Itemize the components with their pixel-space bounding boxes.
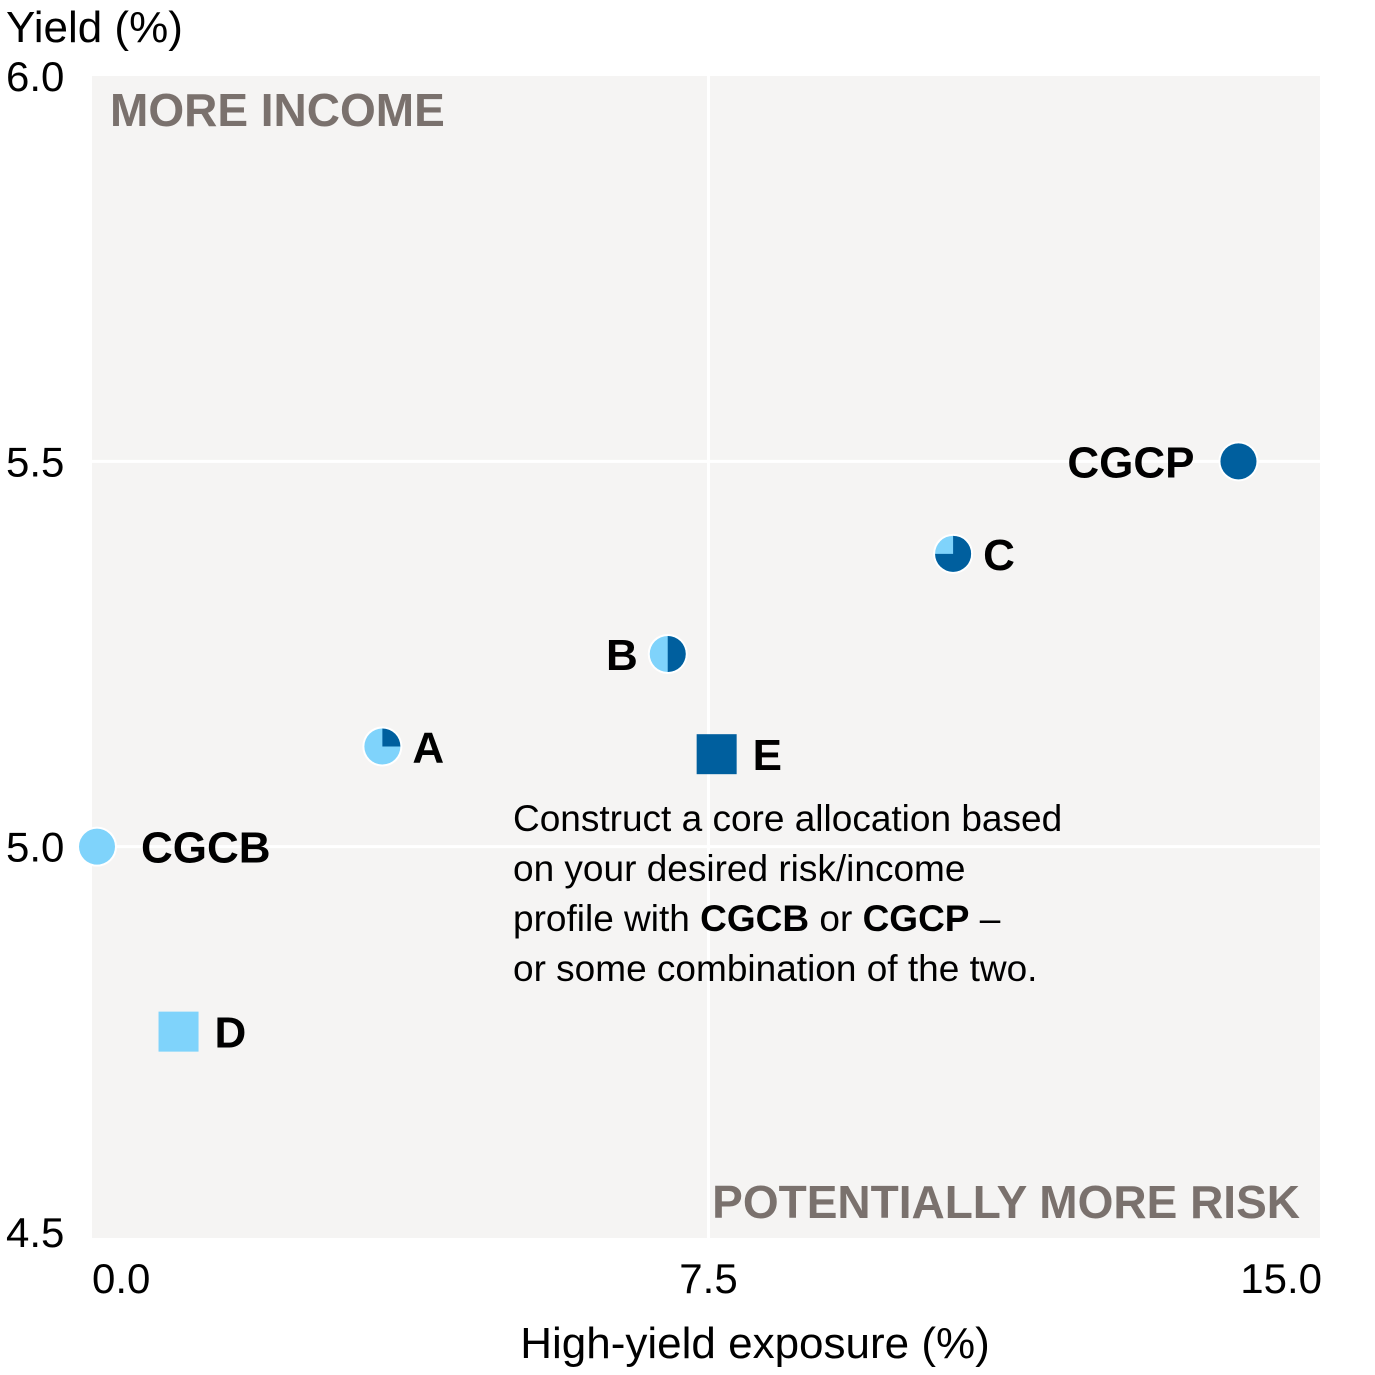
point-d: D bbox=[158, 1009, 247, 1058]
plot-background bbox=[92, 76, 1320, 1238]
note-line-2: on your desired risk/income bbox=[513, 848, 966, 889]
note-line-3: profile with CGCB or CGCP – bbox=[513, 894, 1173, 944]
point-label: CGCP bbox=[1067, 438, 1194, 487]
y-tick-label: 5.0 bbox=[6, 824, 64, 871]
y-axis-title: Yield (%) bbox=[6, 3, 183, 52]
point-cgcp: CGCP bbox=[1067, 438, 1259, 487]
note-line-4: or some combination of the two. bbox=[513, 948, 1038, 989]
more-risk-label: POTENTIALLY MORE RISK bbox=[712, 1176, 1300, 1228]
note-cgcb: CGCB bbox=[700, 898, 810, 939]
note-line-3-pre: profile with bbox=[513, 898, 701, 939]
x-tick-label: 7.5 bbox=[679, 1255, 737, 1302]
point-cgcb: CGCB bbox=[77, 824, 271, 873]
point-a: A bbox=[362, 723, 444, 772]
point-label: E bbox=[753, 731, 782, 780]
point-b: B bbox=[606, 631, 688, 680]
y-tick-labels: 6.0 5.5 5.0 4.5 bbox=[6, 53, 64, 1256]
data-points: CGCB A B C CGCP D E bbox=[77, 438, 1259, 1058]
point-dark-wedge bbox=[667, 636, 686, 672]
point-marker bbox=[79, 828, 115, 865]
point-label: C bbox=[983, 531, 1015, 580]
point-marker bbox=[696, 734, 737, 775]
x-tick-label: 15.0 bbox=[1240, 1255, 1322, 1302]
x-tick-label: 0.0 bbox=[92, 1255, 150, 1302]
annotation-note: Construct a core allocation based on you… bbox=[513, 794, 1173, 994]
y-tick-label: 5.5 bbox=[6, 438, 64, 485]
x-tick-labels: 0.0 7.5 15.0 bbox=[92, 1255, 1322, 1302]
note-line-3-post: – bbox=[969, 898, 1001, 939]
point-c: C bbox=[933, 531, 1015, 580]
y-tick-label: 4.5 bbox=[6, 1209, 64, 1256]
point-dark-fill bbox=[1220, 443, 1257, 480]
note-line-1: Construct a core allocation based bbox=[513, 798, 1063, 839]
x-axis-title: High-yield exposure (%) bbox=[520, 1319, 990, 1368]
point-label: CGCB bbox=[141, 824, 271, 873]
note-line-3-mid: or bbox=[809, 898, 863, 939]
y-tick-label: 6.0 bbox=[6, 53, 64, 100]
gridlines bbox=[92, 76, 1320, 1238]
point-dark-wedge bbox=[935, 535, 972, 572]
point-dark-wedge bbox=[382, 728, 401, 747]
point-label: A bbox=[412, 723, 444, 772]
point-marker bbox=[158, 1011, 199, 1052]
more-income-label: MORE INCOME bbox=[110, 84, 445, 136]
point-e: E bbox=[696, 731, 782, 780]
point-label: D bbox=[215, 1009, 247, 1058]
note-cgcp: CGCP bbox=[862, 898, 970, 939]
point-label: B bbox=[606, 631, 638, 680]
